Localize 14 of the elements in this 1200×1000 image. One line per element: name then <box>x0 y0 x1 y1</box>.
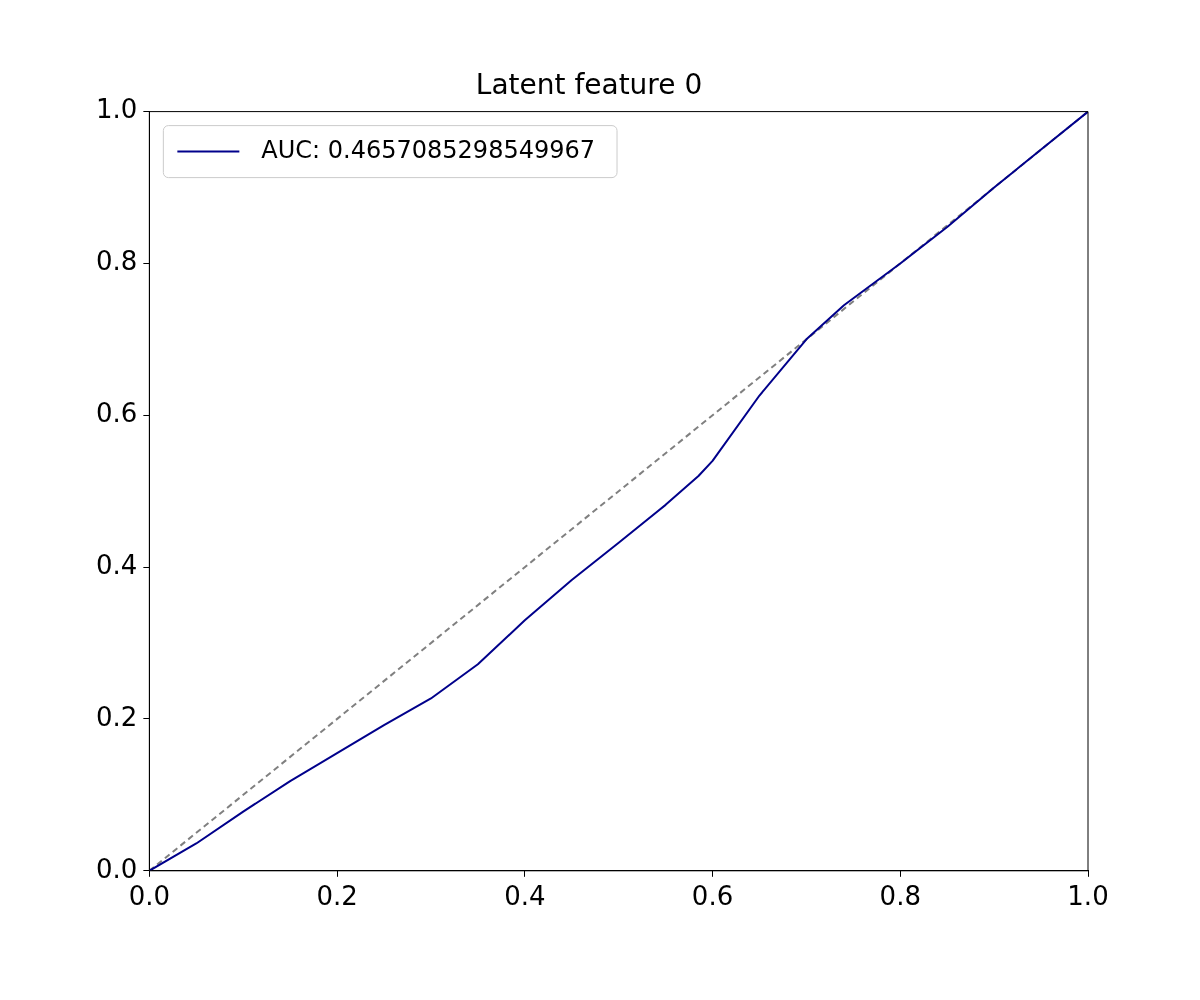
x-tick-label: 0.4 <box>504 881 546 912</box>
y-tick-label: 0.0 <box>95 853 138 884</box>
y-tick-label: 0.6 <box>95 398 138 429</box>
y-tick-label: 0.2 <box>95 701 138 732</box>
y-tick-label: 0.4 <box>95 549 138 580</box>
x-tick-label: 0.6 <box>691 881 734 912</box>
chart-title: Latent feature 0 <box>475 68 703 102</box>
x-tick-label: 0.2 <box>316 881 358 912</box>
x-tick-label: 1.0 <box>1067 881 1109 912</box>
y-tick-label: 0.8 <box>95 246 138 277</box>
y-tick-label: 1.0 <box>95 94 138 125</box>
legend-label: AUC: 0.4657085298549967 <box>261 135 596 164</box>
x-tick-label: 0.0 <box>128 881 171 912</box>
x-tick-label: 0.8 <box>879 881 921 912</box>
